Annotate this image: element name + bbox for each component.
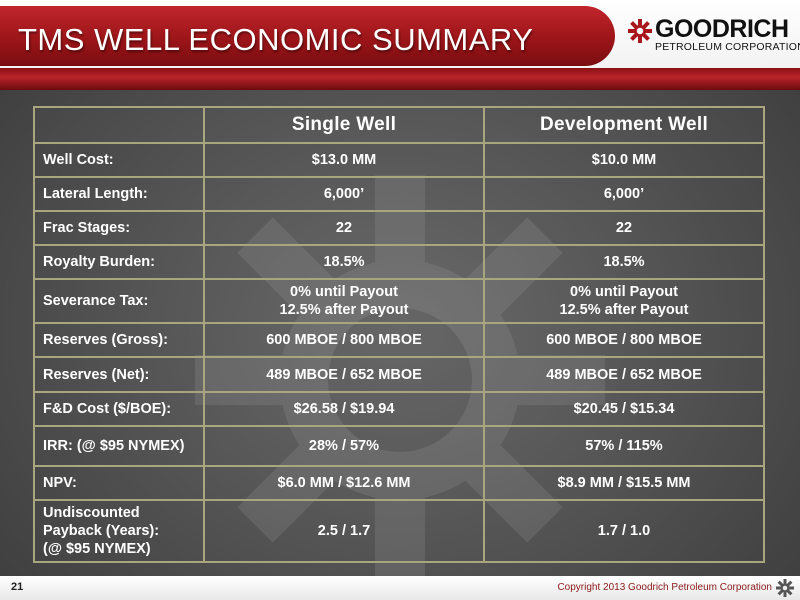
row-label: Severance Tax: [33, 278, 205, 325]
development-well-value: 57% / 115% [483, 424, 765, 467]
sun-gear-footer-icon [776, 579, 794, 597]
title-bar: TMS WELL ECONOMIC SUMMARY [0, 6, 615, 66]
table-row: IRR: (@ $95 NYMEX) 28% / 57% 57% / 115% [33, 424, 765, 467]
table-row: Reserves (Net): 489 MBOE / 652 MBOE 489 … [33, 356, 765, 393]
row-label: Well Cost: [33, 141, 205, 179]
header-blank-cell [33, 106, 205, 144]
payback-label-line-2: Payback (Years): [43, 522, 160, 539]
company-logo: GOODRICH PETROLEUM CORPORATION [628, 15, 800, 59]
table-row: Frac Stages: 22 22 [33, 210, 765, 247]
development-well-value: 489 MBOE / 652 MBOE [483, 356, 765, 393]
table-row: NPV: $6.0 MM / $12.6 MM $8.9 MM / $15.5 … [33, 464, 765, 501]
single-well-value: $13.0 MM [203, 141, 485, 179]
development-well-value: $10.0 MM [483, 141, 765, 179]
severance-line-2: 12.5% after Payout [559, 302, 689, 319]
development-well-value: 0% until Payout 12.5% after Payout [483, 278, 765, 325]
page-title: TMS WELL ECONOMIC SUMMARY [18, 22, 534, 57]
page-number: 21 [11, 581, 24, 593]
row-label: Frac Stages: [33, 210, 205, 247]
development-well-value: 6,000’ [483, 176, 765, 213]
row-label: NPV: [33, 464, 205, 501]
development-well-value: 1.7 / 1.0 [483, 498, 765, 564]
single-well-value: 0% until Payout 12.5% after Payout [203, 278, 485, 325]
header-red-stripe [0, 68, 800, 90]
row-label: Reserves (Net): [33, 356, 205, 393]
single-well-value: $26.58 / $19.94 [203, 390, 485, 427]
single-well-value: $6.0 MM / $12.6 MM [203, 464, 485, 501]
row-label: Reserves (Gross): [33, 322, 205, 359]
table-row: Undiscounted Payback (Years): (@ $95 NYM… [33, 498, 765, 564]
development-well-value: 18.5% [483, 244, 765, 281]
payback-label-line-1: Undiscounted [43, 504, 140, 521]
footer-bar: 21 Copyright 2013 Goodrich Petroleum Cor… [0, 576, 800, 600]
single-well-value: 22 [203, 210, 485, 247]
row-label: IRR: (@ $95 NYMEX) [33, 424, 205, 467]
row-label: Undiscounted Payback (Years): (@ $95 NYM… [33, 498, 205, 564]
sun-gear-logo-icon [628, 19, 652, 43]
single-well-value: 6,000’ [203, 176, 485, 213]
single-well-value: 489 MBOE / 652 MBOE [203, 356, 485, 393]
table-row: Royalty Burden: 18.5% 18.5% [33, 244, 765, 281]
severance-line-2: 12.5% after Payout [279, 302, 409, 319]
single-well-value: 28% / 57% [203, 424, 485, 467]
severance-line-1: 0% until Payout [290, 284, 398, 301]
header-single-well: Single Well [203, 106, 485, 144]
development-well-value: 22 [483, 210, 765, 247]
economic-summary-table: Single Well Development Well Well Cost: … [33, 106, 765, 564]
logo-name: GOODRICH [655, 15, 789, 43]
development-well-value: 600 MBOE / 800 MBOE [483, 322, 765, 359]
row-label: Lateral Length: [33, 176, 205, 213]
table-row: F&D Cost ($/BOE): $26.58 / $19.94 $20.45… [33, 390, 765, 427]
row-label: F&D Cost ($/BOE): [33, 390, 205, 427]
table-row: Reserves (Gross): 600 MBOE / 800 MBOE 60… [33, 322, 765, 359]
development-well-value: $20.45 / $15.34 [483, 390, 765, 427]
single-well-value: 18.5% [203, 244, 485, 281]
severance-line-1: 0% until Payout [570, 284, 678, 301]
payback-label-line-3: (@ $95 NYMEX) [43, 540, 151, 557]
table-row: Lateral Length: 6,000’ 6,000’ [33, 176, 765, 213]
logo-subtitle: PETROLEUM CORPORATION [655, 41, 800, 53]
table-header-row: Single Well Development Well [33, 106, 765, 144]
row-label: Royalty Burden: [33, 244, 205, 281]
development-well-value: $8.9 MM / $15.5 MM [483, 464, 765, 501]
table-row: Severance Tax: 0% until Payout 12.5% aft… [33, 278, 765, 325]
single-well-value: 2.5 / 1.7 [203, 498, 485, 564]
header-development-well: Development Well [483, 106, 765, 144]
copyright-text: Copyright 2013 Goodrich Petroleum Corpor… [557, 582, 772, 593]
single-well-value: 600 MBOE / 800 MBOE [203, 322, 485, 359]
table-row: Well Cost: $13.0 MM $10.0 MM [33, 141, 765, 179]
